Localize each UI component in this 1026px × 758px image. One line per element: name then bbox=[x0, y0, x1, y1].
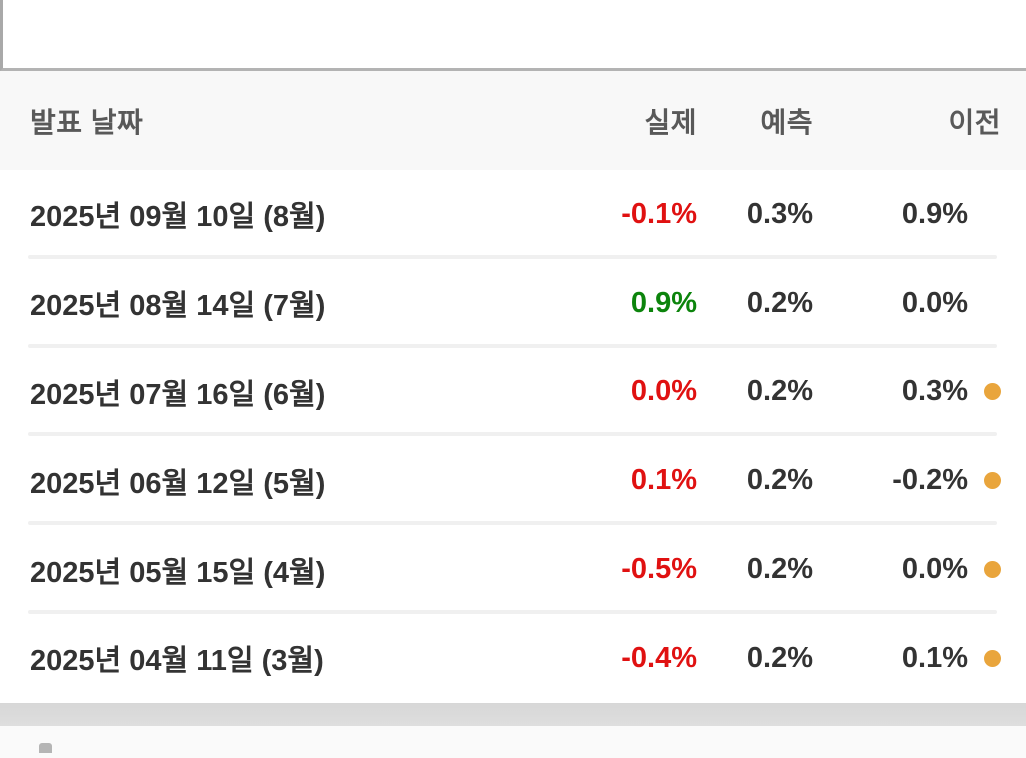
top-clipped-panel bbox=[0, 0, 1026, 71]
release-date: 2025년 09월 10일 (8월) bbox=[30, 201, 326, 234]
release-date: 2025년 08월 14일 (7월) bbox=[30, 290, 326, 323]
revised-indicator-cell bbox=[968, 259, 1001, 348]
release-date: 2025년 04월 11일 (3월) bbox=[30, 645, 324, 678]
revised-dot-icon bbox=[984, 649, 1001, 667]
table-body: 2025년 09월 10일 (8월) -0.1% 0.3% 0.9% 2025년 08월… bbox=[0, 170, 1026, 703]
forecast-value: 0.2% bbox=[746, 375, 813, 408]
actual-value: -0.4% bbox=[621, 641, 697, 674]
actual-value: -0.1% bbox=[621, 197, 697, 230]
actual-value: -0.5% bbox=[621, 553, 697, 586]
table-row[interactable]: 2025년 07월 16일 (6월) 0.0% 0.2% 0.3% bbox=[0, 347, 1026, 437]
revised-dot-icon bbox=[984, 383, 1001, 401]
table-header-row: 발표 날짜 실제 예측 이전 bbox=[0, 71, 1026, 170]
actual-value: 0.0% bbox=[630, 375, 697, 408]
previous-value: 0.9% bbox=[901, 197, 968, 230]
previous-value: 0.0% bbox=[901, 286, 968, 319]
col-header-actual: 실제 bbox=[644, 106, 697, 138]
forecast-value: 0.2% bbox=[746, 464, 813, 497]
release-date: 2025년 06월 12일 (5월) bbox=[30, 467, 326, 500]
table-row[interactable]: 2025년 06월 12일 (5월) 0.1% 0.2% -0.2% bbox=[0, 436, 1026, 526]
actual-value: 0.1% bbox=[630, 464, 697, 497]
revised-dot-icon bbox=[984, 561, 1001, 579]
actual-value: 0.9% bbox=[630, 286, 697, 319]
table-row[interactable]: 2025년 04월 11일 (3월) -0.4% 0.2% 0.1% bbox=[0, 613, 1026, 703]
economic-release-history-table: 발표 날짜 실제 예측 이전 2025년 09월 10일 (8월) -0.1% 0.… bbox=[0, 71, 1026, 703]
forecast-value: 0.2% bbox=[746, 553, 813, 586]
forecast-value: 0.2% bbox=[746, 641, 813, 674]
col-header-previous: 이전 bbox=[948, 106, 1001, 138]
previous-value: 0.1% bbox=[901, 641, 968, 674]
bottom-clipped-section bbox=[0, 725, 1026, 758]
previous-value: -0.2% bbox=[892, 464, 968, 497]
col-header-forecast: 예측 bbox=[760, 106, 813, 138]
clipped-icon bbox=[39, 742, 52, 753]
bottom-divider-bar bbox=[0, 702, 1026, 726]
table-row[interactable]: 2025년 09월 10일 (8월) -0.1% 0.3% 0.9% bbox=[0, 170, 1026, 259]
revised-indicator-cell bbox=[968, 525, 1001, 614]
forecast-value: 0.3% bbox=[746, 197, 813, 230]
table-row[interactable]: 2025년 05월 15일 (4월) -0.5% 0.2% 0.0% bbox=[0, 525, 1026, 614]
col-header-release-date: 발표 날짜 bbox=[30, 106, 144, 138]
revised-indicator-cell bbox=[968, 170, 1001, 259]
previous-value: 0.3% bbox=[901, 375, 968, 408]
revised-indicator-cell bbox=[968, 348, 1001, 437]
revised-dot-icon bbox=[984, 472, 1001, 490]
table-row[interactable]: 2025년 08월 14일 (7월) 0.9% 0.2% 0.0% bbox=[0, 258, 1026, 348]
release-date: 2025년 07월 16일 (6월) bbox=[30, 378, 326, 411]
revised-indicator-cell bbox=[968, 614, 1001, 703]
release-date: 2025년 05월 15일 (4월) bbox=[30, 556, 326, 589]
previous-value: 0.0% bbox=[901, 553, 968, 586]
revised-indicator-cell bbox=[968, 436, 1001, 525]
forecast-value: 0.2% bbox=[746, 286, 813, 319]
